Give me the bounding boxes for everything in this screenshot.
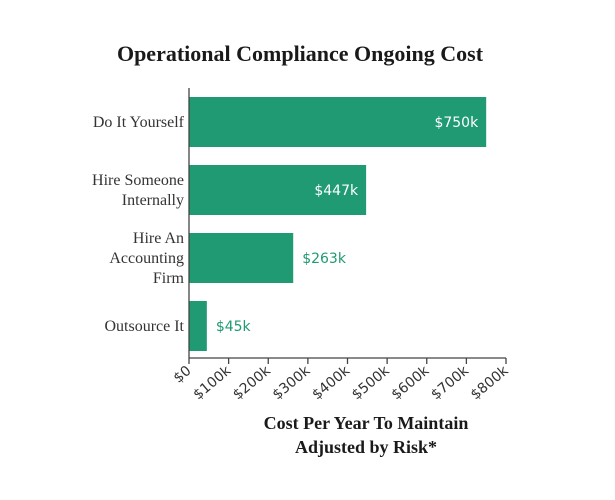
x-tick-label: $800k [468,362,512,403]
x-tick-label: $600k [389,362,433,403]
data-label: $45k [216,319,252,335]
x-tick-labels: $0$100k$200k$300k$400k$500k$600k$700k$80… [171,362,513,403]
bars-group [189,97,487,351]
category-label: Do It Yourself [93,114,185,131]
x-tick-label: $700k [428,362,472,403]
bar [189,165,367,215]
x-axis-label-line-1: Cost Per Year To Maintain [264,413,469,433]
data-labels: $750k $447k $263k $45k [216,115,479,335]
data-label: $750k [434,115,479,131]
category-label: Hire Someone [92,172,184,189]
category-label: Firm [153,270,185,287]
category-labels: Do It Yourself Hire Someone Internally Hire… [92,114,185,335]
data-label: $263k [302,251,347,267]
category-label: Internally [122,192,184,209]
bar [189,97,487,147]
bar [189,233,294,283]
data-label: $447k [314,183,359,199]
category-label: Hire An [133,230,184,247]
x-axis-label-line-2: Adjusted by Risk* [295,437,437,457]
x-ticks [188,358,507,364]
x-tick-label: $400k [309,362,353,403]
chart-title: Operational Compliance Ongoing Cost [117,41,484,66]
x-tick-label: $300k [270,362,314,403]
x-tick-label: $200k [230,362,274,403]
x-tick-label: $500k [349,362,393,403]
bar [189,301,207,351]
category-label: Outsource It [104,318,184,335]
x-tick-label: $0 [171,363,195,387]
category-label: Accounting [109,250,184,267]
x-tick-label: $100k [190,362,234,403]
